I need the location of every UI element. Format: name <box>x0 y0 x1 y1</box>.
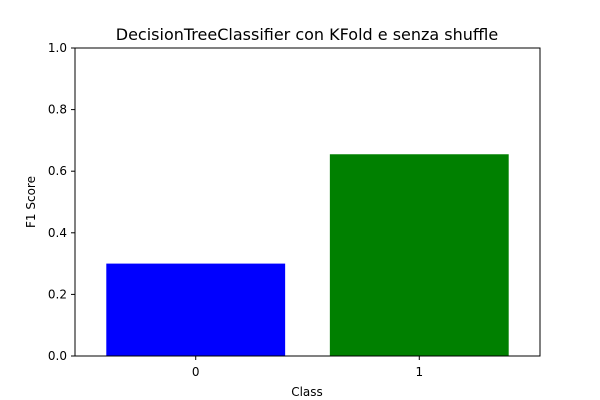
plot-frame <box>74 47 541 357</box>
y-tick-label: 0.2 <box>48 287 67 301</box>
x-axis-label: Class <box>291 385 323 399</box>
y-tick-label: 0.4 <box>48 226 67 240</box>
y-tick-label: 1.0 <box>48 41 67 55</box>
y-tick-label: 0.0 <box>48 349 67 363</box>
y-axis: 0.0 0.2 0.4 0.6 0.8 1.0 <box>48 41 75 363</box>
bars-group <box>106 154 509 356</box>
y-axis-label: F1 Score <box>24 176 38 228</box>
x-tick-label: 1 <box>415 365 423 379</box>
bar-class-0 <box>106 263 286 356</box>
bar-class-1 <box>329 154 509 356</box>
x-tick-label: 0 <box>192 365 200 379</box>
chart-title: DecisionTreeClassifier con KFold e senza… <box>116 25 498 44</box>
y-tick-label: 0.6 <box>48 164 67 178</box>
y-tick-label: 0.8 <box>48 103 67 117</box>
